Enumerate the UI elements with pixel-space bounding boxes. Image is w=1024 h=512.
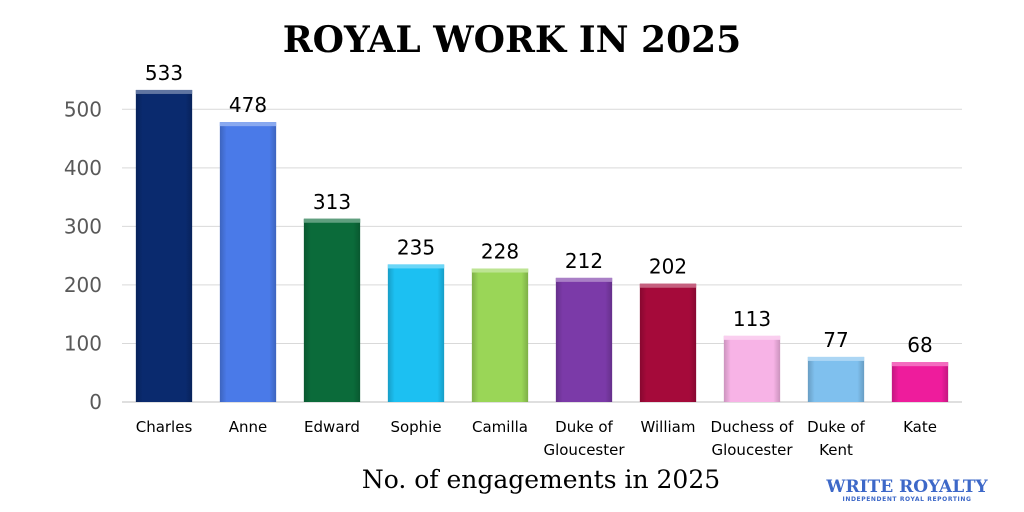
x-tick-label: Duchess of Gloucester — [711, 418, 795, 459]
x-tick-label: Duke of Gloucester — [543, 418, 625, 459]
bar-top-bevel — [723, 335, 781, 340]
x-tick-label: William — [641, 418, 696, 436]
brand-logo: WRITE ROYALTY INDEPENDENT ROYAL REPORTIN… — [825, 477, 988, 503]
data-label: 228 — [481, 240, 519, 264]
x-tick-label: Duke of Kent — [807, 418, 865, 459]
bar — [891, 362, 949, 402]
x-tick-label: Edward — [304, 418, 360, 436]
y-tick-label: 400 — [64, 156, 102, 180]
data-label: 77 — [823, 328, 848, 352]
bars — [135, 89, 949, 403]
x-tick-label: Charles — [136, 418, 193, 436]
data-label: 235 — [397, 235, 435, 259]
x-tick-label: Kate — [903, 418, 937, 436]
data-labels: 533 478 313 235 228 212 202 113 77 68 — [145, 61, 933, 357]
bar — [723, 335, 781, 402]
bar-top-bevel — [807, 356, 865, 361]
x-tick-label: Camilla — [472, 418, 528, 436]
bar — [639, 283, 697, 402]
bar-top-bevel — [891, 362, 949, 367]
bar — [135, 89, 193, 402]
y-tick-label: 200 — [64, 273, 102, 297]
chart-title: ROYAL WORK IN 2025 — [283, 19, 741, 61]
data-label: 212 — [565, 249, 603, 273]
data-label: 202 — [649, 255, 687, 279]
bar — [387, 264, 445, 402]
brand-logo-text: WRITE ROYALTY — [825, 477, 988, 497]
bar — [471, 268, 529, 402]
x-tick-label: Anne — [229, 418, 268, 436]
bar-top-bevel — [135, 89, 193, 94]
y-tick-label: 300 — [64, 214, 102, 238]
data-label: 113 — [733, 307, 771, 331]
bar — [219, 122, 277, 403]
bar — [303, 218, 361, 402]
y-tick-label: 0 — [89, 390, 102, 414]
data-label: 533 — [145, 61, 183, 85]
data-label: 68 — [907, 333, 932, 357]
x-axis-label: No. of engagements in 2025 — [362, 465, 720, 494]
x-tick-label: Sophie — [390, 418, 441, 436]
bar-top-bevel — [639, 283, 697, 288]
bar-top-bevel — [303, 218, 361, 223]
y-tick-label: 500 — [64, 97, 102, 121]
brand-tagline: INDEPENDENT ROYAL REPORTING — [842, 496, 971, 503]
bar-top-bevel — [555, 277, 613, 282]
bar — [807, 356, 865, 402]
data-label: 313 — [313, 190, 351, 214]
data-label: 478 — [229, 93, 267, 117]
bar-top-bevel — [219, 122, 277, 127]
y-axis-ticks: 0 100 200 300 400 500 — [64, 97, 102, 414]
bar-top-bevel — [387, 264, 445, 269]
x-axis-ticks: Charles Anne Edward Sophie Camilla Duke of Glo… — [136, 418, 937, 459]
y-tick-label: 100 — [64, 331, 102, 355]
bar-top-bevel — [471, 268, 529, 273]
bar — [555, 277, 613, 402]
